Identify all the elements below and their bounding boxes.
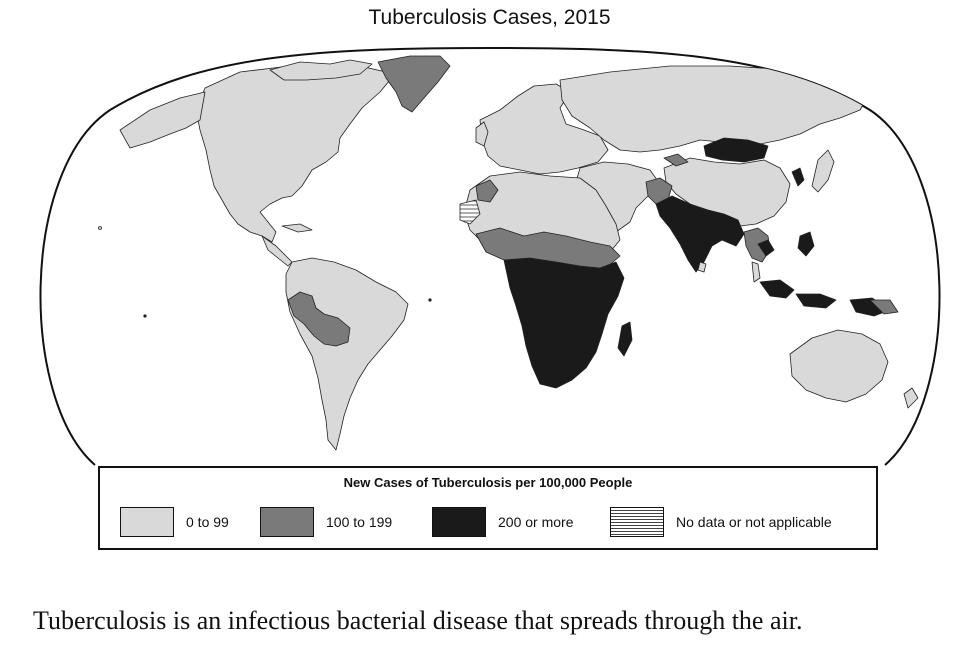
region-mongolia xyxy=(703,137,769,163)
region-atlantic-island xyxy=(428,298,432,302)
legend-swatch-nodata xyxy=(610,507,664,537)
region-indonesia-3 xyxy=(849,297,891,317)
legend-item-nodata: No data or not applicable xyxy=(610,506,832,538)
region-china xyxy=(663,157,791,227)
legend-label-nodata: No data or not applicable xyxy=(676,514,832,530)
region-alaska xyxy=(119,91,206,149)
caption-text: Tuberculosis is an infectious bacterial … xyxy=(33,606,803,635)
legend-title: New Cases of Tuberculosis per 100,000 Pe… xyxy=(343,475,633,490)
region-south-america xyxy=(285,257,409,451)
legend-item-mid: 100 to 199 xyxy=(260,506,392,538)
region-png xyxy=(869,299,899,315)
legend-label-high: 200 or more xyxy=(498,514,574,530)
region-philippines xyxy=(797,231,815,257)
map-legend: New Cases of Tuberculosis per 100,000 Pe… xyxy=(98,466,878,550)
region-greenland xyxy=(377,55,451,113)
region-pacific-island xyxy=(143,314,147,318)
region-se-asia-black xyxy=(757,239,775,257)
region-south-asia xyxy=(655,195,745,273)
legend-swatch-low xyxy=(120,507,174,537)
region-indonesia-1 xyxy=(759,279,795,299)
legend-swatch-mid xyxy=(260,507,314,537)
legend-label-mid: 100 to 199 xyxy=(326,514,393,530)
world-map xyxy=(39,46,941,466)
region-new-zealand xyxy=(903,387,919,409)
region-central-asia-gray xyxy=(663,153,689,167)
region-europe xyxy=(479,83,609,175)
region-sub-saharan-africa xyxy=(503,257,625,389)
region-malay xyxy=(751,261,761,283)
region-peru-bolivia xyxy=(287,291,351,347)
region-australia xyxy=(789,329,889,403)
legend-item-low: 0 to 99 xyxy=(120,506,229,538)
legend-label-low: 0 to 99 xyxy=(186,514,229,530)
legend-swatch-high xyxy=(432,507,486,537)
region-korea xyxy=(791,167,805,187)
region-central-america xyxy=(261,235,293,267)
region-madagascar xyxy=(617,321,633,357)
region-cuba xyxy=(281,223,313,233)
region-indonesia-2 xyxy=(795,293,837,309)
region-western-sahara xyxy=(459,199,481,225)
region-uk xyxy=(475,121,489,147)
region-sri-lanka xyxy=(697,261,707,273)
region-morocco xyxy=(475,179,499,203)
legend-item-high: 200 or more xyxy=(432,506,573,538)
region-arctic-islands xyxy=(269,59,373,81)
region-hawaii xyxy=(98,226,102,230)
map-title: Tuberculosis Cases, 2015 xyxy=(368,6,611,29)
region-japan xyxy=(811,149,835,193)
